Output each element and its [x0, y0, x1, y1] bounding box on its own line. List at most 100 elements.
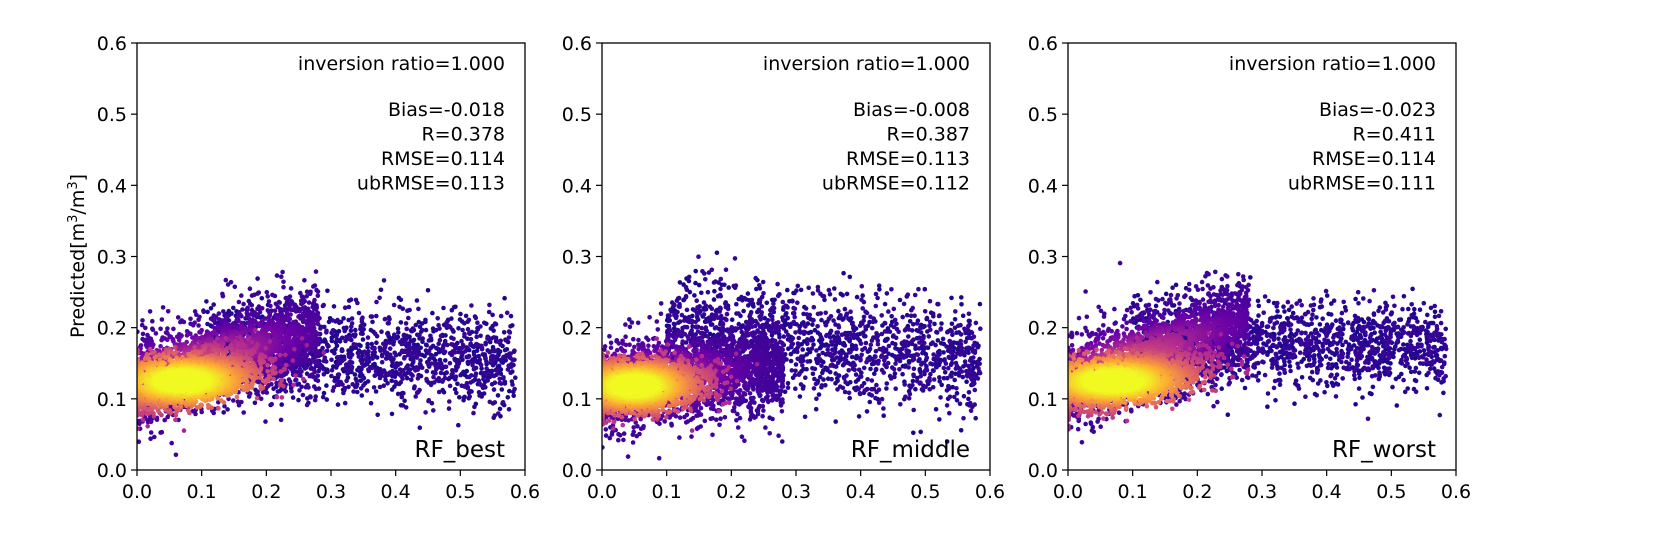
data-point-1431 [498, 381, 504, 386]
data-point-1467 [453, 374, 459, 380]
data-point-921 [358, 370, 364, 376]
data-point-1997 [262, 316, 268, 321]
data-point-1411 [478, 362, 484, 368]
data-point-1496 [417, 387, 422, 393]
data-point-1439 [413, 394, 419, 399]
data-point-2024 [283, 317, 289, 323]
data-point-3060 [293, 373, 298, 378]
data-point-1377 [458, 350, 464, 356]
data-point-1153 [465, 385, 470, 391]
data-point-381 [374, 340, 379, 346]
data-point-40 [455, 381, 460, 387]
data-point-384 [335, 402, 341, 407]
data-point-1147 [492, 380, 498, 386]
data-point-1284 [405, 352, 411, 358]
data-point-928 [348, 297, 354, 303]
data-point-594 [458, 372, 464, 378]
data-point-991 [382, 316, 388, 322]
data-point-1243 [434, 377, 440, 383]
data-point-570 [460, 357, 465, 363]
data-point-1527 [315, 378, 321, 384]
data-point-847 [361, 375, 367, 381]
data-point-397 [502, 347, 508, 353]
data-point-1360 [370, 356, 375, 361]
data-point-1227 [447, 383, 453, 389]
data-point-1802 [248, 312, 254, 317]
data-point-13 [359, 393, 365, 398]
data-point-238 [279, 402, 285, 407]
data-point-118 [341, 316, 346, 321]
data-point-3858 [152, 355, 158, 360]
data-point-1686 [259, 306, 265, 311]
data-point-956 [429, 345, 434, 350]
data-point-771 [397, 304, 402, 310]
data-point-1137 [426, 398, 432, 403]
data-point-1054 [442, 364, 448, 370]
data-point-3839 [142, 356, 148, 362]
data-point-1024 [468, 341, 474, 347]
data-point-1071 [459, 338, 464, 344]
data-point-1172 [334, 337, 340, 342]
data-point-1513 [313, 386, 319, 392]
data-point-1654 [299, 301, 304, 307]
data-point-1501 [173, 452, 179, 458]
data-point-1393 [414, 355, 420, 360]
data-point-3159 [173, 417, 178, 423]
data-point-1065 [426, 338, 432, 343]
data-point-1530 [289, 389, 294, 394]
data-point-1341 [436, 389, 442, 395]
data-point-1503 [304, 402, 310, 408]
data-point-1636 [294, 369, 299, 375]
data-point-1376 [383, 371, 389, 376]
data-point-469 [389, 411, 395, 417]
data-point-440 [423, 317, 428, 323]
data-point-1328 [429, 353, 435, 359]
data-point-1380 [405, 345, 411, 350]
data-point-1472 [312, 397, 318, 403]
data-point-725 [461, 369, 466, 375]
data-point-3251 [229, 346, 234, 352]
data-point-1032 [446, 406, 452, 411]
data-point-3182 [274, 394, 280, 400]
data-point-1469 [365, 335, 371, 340]
data-point-859 [441, 305, 446, 311]
data-point-786 [464, 345, 470, 350]
data-point-199 [417, 336, 422, 341]
data-point-757 [360, 353, 365, 358]
data-point-1521 [241, 410, 246, 415]
data-point-1221 [476, 390, 482, 395]
data-point-1495 [445, 342, 450, 348]
data-point-377 [415, 342, 421, 348]
data-point-1600 [266, 299, 272, 304]
data-point-962 [368, 400, 374, 406]
data-point-1062 [413, 322, 419, 328]
data-point-971 [508, 324, 513, 329]
data-point-1543 [249, 293, 255, 298]
data-point-1759 [272, 308, 278, 314]
data-point-1575 [143, 325, 148, 331]
data-point-1517 [269, 401, 275, 407]
data-point-1564 [272, 293, 278, 299]
data-point-1299 [409, 352, 414, 358]
data-point-1382 [410, 346, 415, 351]
data-point-350 [378, 287, 384, 293]
data-point-1504 [223, 277, 229, 283]
data-point-1464 [477, 381, 482, 386]
data-point-427 [505, 395, 511, 400]
data-point-1095 [512, 348, 517, 354]
data-point-1121 [493, 321, 499, 327]
data-point-1433 [404, 365, 409, 371]
data-point-297 [497, 406, 503, 412]
data-point-776 [321, 372, 327, 377]
data-point-800 [358, 331, 364, 336]
data-point-1392 [347, 360, 352, 365]
data-point-1250 [468, 337, 474, 342]
data-point-1466 [424, 376, 429, 382]
data-point-968 [343, 326, 348, 332]
data-point-3491 [265, 369, 271, 374]
data-point-1851 [313, 317, 319, 323]
data-point-1624 [188, 316, 193, 322]
data-point-1506 [308, 395, 313, 400]
data-point-1145 [447, 399, 452, 404]
data-point-1545 [148, 430, 154, 435]
